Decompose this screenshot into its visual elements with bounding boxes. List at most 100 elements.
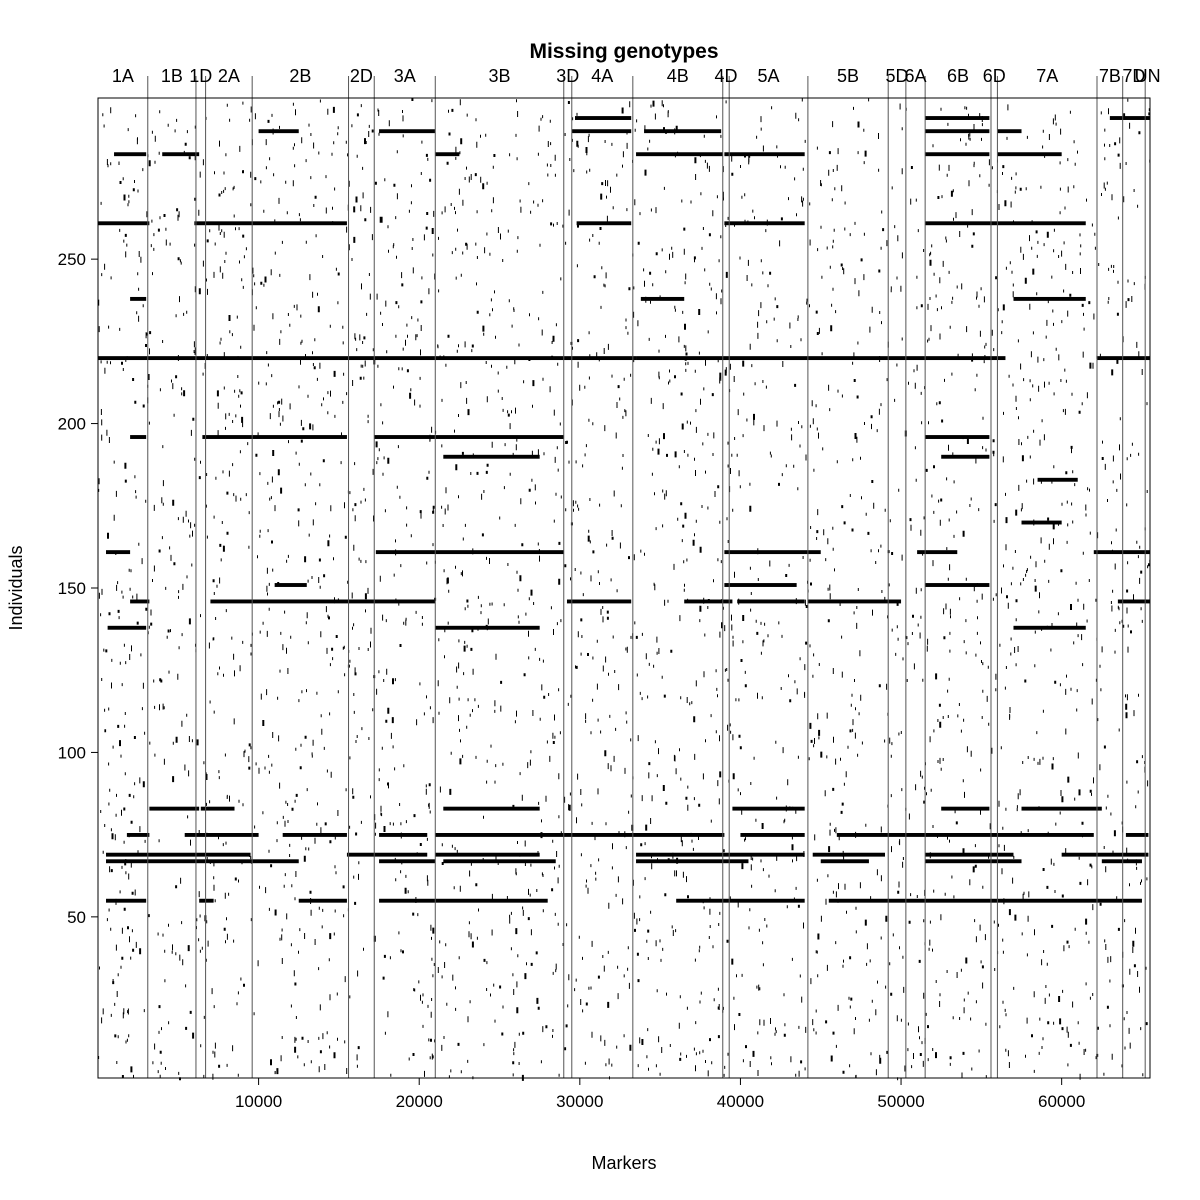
x-axis-label: Markers [591, 1153, 656, 1173]
missing-run [200, 806, 235, 811]
missing-run [925, 852, 1014, 857]
missing-run [1021, 520, 1062, 525]
chromosome-label: 2B [289, 66, 311, 86]
missing-run [836, 833, 1094, 837]
x-tick-label: 40000 [717, 1092, 764, 1111]
missing-run [379, 129, 436, 134]
missing-run [130, 435, 147, 439]
missing-run [1037, 477, 1078, 482]
missing-run [1109, 116, 1150, 120]
y-axis: 50 100 150 200 250 [58, 250, 98, 927]
missing-run [106, 859, 299, 864]
missing-run [258, 129, 299, 134]
missing-run [724, 221, 805, 226]
chromosome-label: 1D [189, 66, 212, 86]
chromosome-label: 4A [591, 66, 613, 86]
y-axis-label: Individuals [6, 545, 26, 630]
missing-run [379, 859, 436, 864]
missing-run [925, 116, 990, 120]
missing-run [107, 625, 147, 630]
plot-frame [97, 97, 1151, 1079]
chromosome-label: 4B [667, 66, 689, 86]
missing-run [126, 833, 150, 837]
chromosome-label: 5A [758, 66, 780, 86]
missing-run [676, 898, 805, 903]
y-tick-label: 200 [58, 415, 86, 434]
missing-run [1021, 806, 1102, 811]
missing-run [1093, 550, 1150, 555]
missing-run [636, 852, 805, 857]
missing-run [97, 356, 637, 361]
missing-run [828, 898, 1142, 903]
missing-run [644, 129, 722, 134]
missing-run [210, 599, 436, 604]
chromosome-label: 7B [1099, 66, 1121, 86]
missing-run [194, 221, 347, 226]
missing-runs-layer [97, 116, 1150, 903]
missing-run [724, 583, 797, 587]
missing-run [724, 152, 805, 157]
missing-run [636, 356, 1006, 361]
missing-run [1125, 833, 1149, 837]
missing-run [737, 599, 805, 604]
chart-title: Missing genotypes [529, 40, 718, 63]
missing-run [724, 550, 821, 555]
missing-run [106, 550, 131, 555]
missing-run [97, 221, 150, 226]
chromosome-label: UN [1135, 66, 1161, 86]
missing-run [435, 833, 725, 837]
missing-run [130, 599, 150, 604]
missing-run [917, 550, 958, 555]
missing-run [571, 129, 632, 134]
x-tick-label: 10000 [235, 1092, 282, 1111]
x-tick-label: 20000 [396, 1092, 443, 1111]
x-axis: 10000 20000 30000 40000 50000 60000 [235, 1078, 1085, 1111]
missing-run [636, 152, 723, 157]
missing-run [640, 296, 685, 301]
missing-run [379, 833, 428, 837]
missing-run [202, 435, 347, 439]
missing-run [274, 583, 307, 587]
missing-run [1117, 599, 1150, 604]
chromosome-label: 1B [161, 66, 183, 86]
missing-run [740, 833, 805, 837]
missing-run [925, 583, 990, 587]
chromosome-label: 4D [714, 66, 737, 86]
missing-run [636, 859, 749, 864]
missing-run [106, 852, 251, 857]
missing-run [925, 129, 990, 134]
missing-run [443, 806, 540, 811]
missing-run [435, 625, 540, 630]
missing-run [374, 435, 564, 439]
missing-run [941, 806, 990, 811]
chromosome-label: 6B [947, 66, 969, 86]
missing-run [997, 129, 1022, 134]
missing-run [997, 152, 1062, 157]
y-tick-label: 100 [58, 743, 86, 762]
chromosome-label: 2A [218, 66, 240, 86]
y-tick-label: 250 [58, 250, 86, 269]
y-tick-label: 150 [58, 579, 86, 598]
missing-dots [98, 98, 1151, 1081]
missing-run [925, 859, 1022, 864]
missing-run [1096, 356, 1150, 361]
chromosome-label: 1A [112, 66, 134, 86]
missing-run [576, 221, 632, 226]
missing-run [925, 152, 990, 157]
missing-run [106, 898, 147, 903]
missing-run [1061, 852, 1149, 857]
missing-run [346, 852, 428, 857]
chromosome-boundaries [147, 76, 1146, 1078]
y-tick-label: 50 [67, 908, 86, 927]
chromosome-label: 7A [1036, 66, 1058, 86]
missing-run [435, 152, 460, 157]
x-tick-label: 30000 [556, 1092, 603, 1111]
missing-run [162, 152, 200, 157]
missing-run [1013, 625, 1086, 630]
missing-run [575, 116, 632, 120]
missing-scatter-layer [98, 98, 1151, 1081]
missing-run [443, 454, 540, 459]
